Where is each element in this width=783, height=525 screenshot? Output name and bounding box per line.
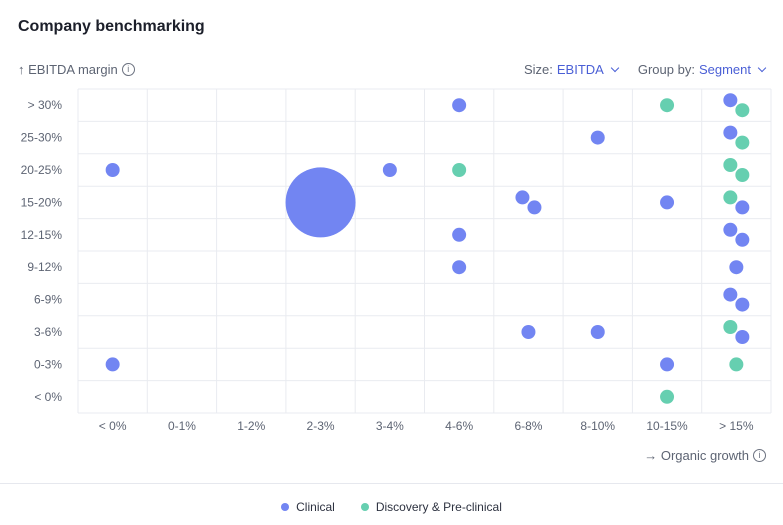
group-by-dropdown[interactable]: Group by: Segment <box>637 62 767 77</box>
y-tick-label: 0-3% <box>34 357 62 371</box>
data-point <box>735 135 750 150</box>
y-tick-label: 20-25% <box>21 163 63 177</box>
data-point <box>590 130 605 145</box>
x-tick-label: > 15% <box>719 419 754 433</box>
data-point <box>729 357 744 372</box>
chart-legend: Clinical Discovery & Pre-clinical <box>0 500 783 514</box>
x-tick-label: < 0% <box>99 419 127 433</box>
data-point <box>735 232 750 247</box>
y-tick-label: < 0% <box>34 390 62 404</box>
data-point <box>590 325 605 339</box>
x-tick-label: 6-8% <box>514 419 542 433</box>
info-icon[interactable]: i <box>753 449 766 462</box>
data-point <box>452 98 467 113</box>
y-axis-title: ↑ EBITDA margin i <box>18 62 135 77</box>
data-point <box>723 93 738 108</box>
data-point <box>735 103 750 118</box>
data-point <box>660 98 675 113</box>
group-by-dropdown-label: Group by: <box>637 62 695 77</box>
data-point <box>515 190 530 205</box>
x-tick-label: 10-15% <box>646 419 688 433</box>
data-point <box>723 158 738 172</box>
y-tick-label: 25-30% <box>21 131 63 145</box>
data-point <box>735 200 750 215</box>
data-point <box>735 168 750 182</box>
data-point <box>660 357 675 372</box>
legend-item-discovery[interactable]: Discovery & Pre-clinical <box>360 500 502 514</box>
legend-label: Discovery & Pre-clinical <box>375 500 502 514</box>
legend-swatch-clinical <box>281 503 290 511</box>
legend-item-clinical[interactable]: Clinical <box>281 500 335 514</box>
data-point <box>452 260 467 275</box>
y-axis-title-text: ↑ EBITDA margin <box>18 62 118 77</box>
data-point <box>382 163 397 177</box>
scatter-chart: < 0% 0-1% 1-2% 2-3% 3-4% 4-6% 6-8% 8-10% 10-15% >… <box>21 88 772 433</box>
y-tick-label: > 30% <box>28 98 63 112</box>
data-point <box>527 200 542 215</box>
divider <box>0 483 783 484</box>
x-tick-label: 2-3% <box>307 419 335 433</box>
x-tick-label: 1-2% <box>237 419 265 433</box>
y-tick-label: 12-15% <box>21 228 63 242</box>
data-point <box>735 330 750 344</box>
legend-swatch-discovery <box>360 503 369 511</box>
data-point <box>723 222 738 237</box>
data-point <box>452 227 467 242</box>
size-dropdown-label: Size: <box>523 62 553 77</box>
y-tick-label: 3-6% <box>34 325 62 339</box>
data-point <box>660 195 675 210</box>
data-point <box>285 167 356 238</box>
data-point <box>105 357 120 372</box>
data-point <box>723 190 738 205</box>
data-point <box>723 287 738 302</box>
legend-label: Clinical <box>296 500 335 514</box>
data-point <box>723 125 738 140</box>
x-axis-title: → Organic growth i <box>644 448 766 463</box>
chart-controls: Size: EBITDA Group by: Segment <box>523 62 767 77</box>
x-tick-label: 8-10% <box>580 419 615 433</box>
data-point <box>735 297 750 312</box>
x-tick-label: 0-1% <box>168 419 196 433</box>
size-dropdown-value: EBITDA <box>556 62 604 77</box>
chart-title: Company benchmarking <box>18 18 205 35</box>
size-dropdown[interactable]: Size: EBITDA <box>523 62 620 77</box>
data-point <box>521 325 536 339</box>
x-tick-label: 4-6% <box>445 419 473 433</box>
data-point <box>723 320 738 334</box>
data-point <box>105 163 120 177</box>
info-icon[interactable]: i <box>121 63 135 76</box>
data-point <box>452 163 467 177</box>
x-axis-title-text: → Organic growth <box>644 448 749 463</box>
y-tick-label: 15-20% <box>21 195 63 209</box>
data-point <box>729 260 744 275</box>
data-point <box>660 389 675 404</box>
x-tick-label: 3-4% <box>376 419 404 433</box>
group-by-dropdown-value: Segment <box>698 62 751 77</box>
y-tick-label: 6-9% <box>34 293 62 307</box>
y-tick-label: 9-12% <box>27 260 62 274</box>
